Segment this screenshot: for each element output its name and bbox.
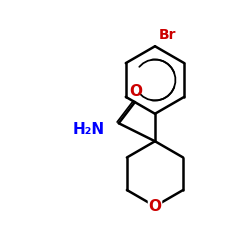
- Text: O: O: [130, 84, 143, 99]
- Text: O: O: [148, 199, 162, 214]
- Text: Br: Br: [159, 28, 176, 42]
- Circle shape: [150, 202, 160, 211]
- Text: H₂N: H₂N: [73, 122, 105, 137]
